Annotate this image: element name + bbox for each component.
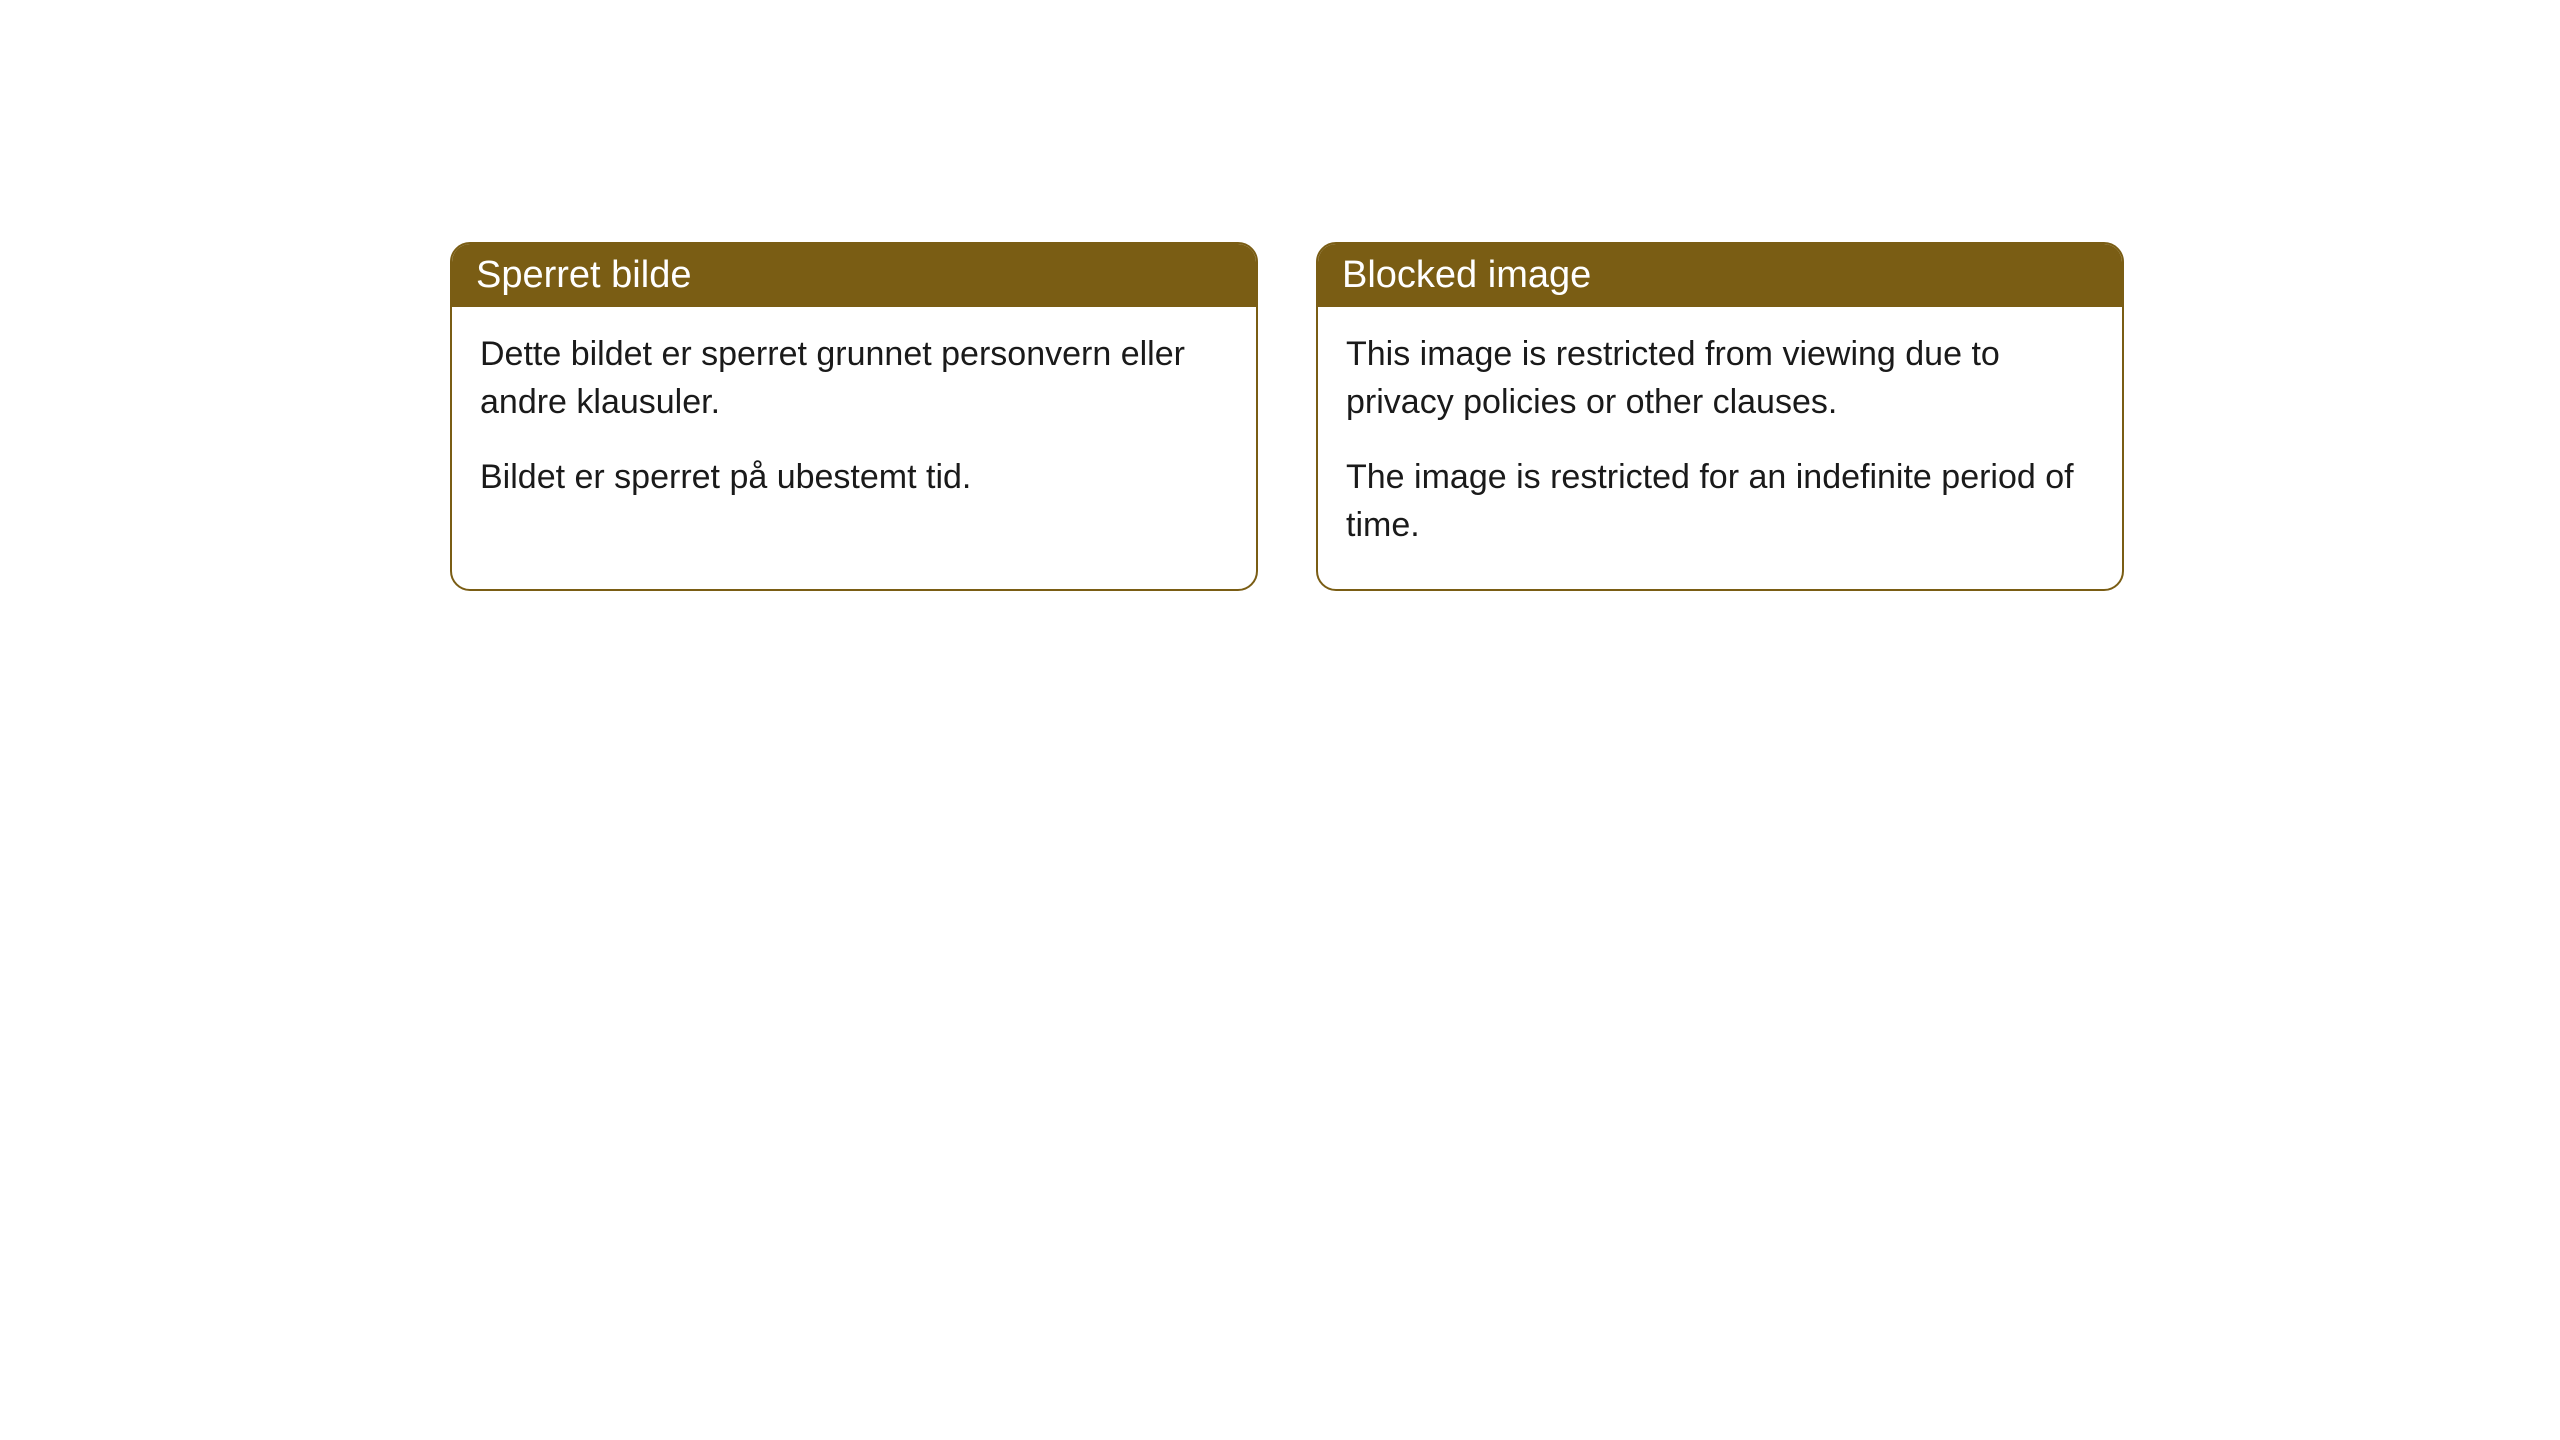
card-header: Sperret bilde (452, 244, 1256, 307)
card-body: This image is restricted from viewing du… (1318, 307, 2122, 589)
notice-paragraph: Bildet er sperret på ubestemt tid. (480, 454, 1228, 502)
notice-paragraph: Dette bildet er sperret grunnet personve… (480, 331, 1228, 426)
blocked-image-card-english: Blocked image This image is restricted f… (1316, 242, 2124, 591)
card-title: Blocked image (1342, 254, 1591, 296)
notice-container: Sperret bilde Dette bildet er sperret gr… (0, 0, 2560, 591)
card-title: Sperret bilde (476, 254, 691, 296)
notice-paragraph: This image is restricted from viewing du… (1346, 331, 2094, 426)
notice-paragraph: The image is restricted for an indefinit… (1346, 454, 2094, 549)
card-body: Dette bildet er sperret grunnet personve… (452, 307, 1256, 542)
blocked-image-card-norwegian: Sperret bilde Dette bildet er sperret gr… (450, 242, 1258, 591)
card-header: Blocked image (1318, 244, 2122, 307)
